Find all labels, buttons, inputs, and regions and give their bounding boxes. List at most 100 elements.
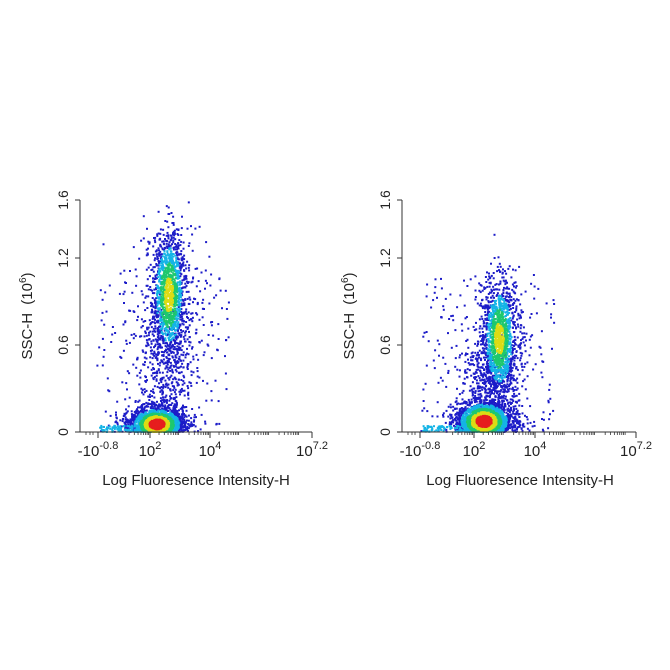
right-event-point: [461, 398, 464, 401]
left-event-point: [175, 310, 178, 313]
right-event-point: [449, 406, 452, 409]
left-event-point: [108, 284, 111, 287]
left-event-point: [193, 420, 195, 423]
left-event-point: [158, 268, 161, 271]
right-event-point: [475, 368, 478, 371]
left-event-point: [128, 372, 131, 375]
left-event-point: [142, 363, 145, 366]
left-event-point: [178, 409, 180, 412]
right-event-point: [523, 344, 526, 347]
left-event-point: [159, 346, 162, 349]
left-event-point: [141, 410, 143, 413]
left-event-point: [167, 299, 170, 302]
left-event-point: [171, 243, 173, 246]
left-event-point: [194, 298, 197, 301]
left-event-point: [161, 411, 164, 414]
left-event-point: [179, 424, 182, 427]
left-event-point: [139, 410, 142, 412]
left-event-point: [169, 343, 172, 346]
left-event-point: [143, 335, 146, 338]
left-event-point: [125, 339, 128, 342]
left-event-point: [126, 425, 129, 428]
left-event-point: [172, 272, 175, 275]
left-event-point: [185, 312, 188, 315]
right-event-point: [547, 399, 550, 402]
left-event-point: [153, 298, 156, 301]
left-event-point: [169, 244, 172, 247]
left-event-point: [160, 278, 163, 281]
left-event-point: [154, 310, 157, 313]
left-event-point: [160, 314, 163, 317]
right-event-point: [540, 330, 543, 333]
left-event-point: [174, 342, 176, 345]
left-event-point: [179, 314, 182, 317]
left-event-point: [162, 358, 165, 361]
right-event-point: [517, 325, 520, 328]
left-event-point: [170, 254, 173, 257]
right-event-point: [474, 342, 477, 345]
left-event-point: [177, 412, 180, 415]
left-event-point: [187, 394, 190, 397]
right-points-layer: [420, 233, 556, 433]
left-event-point: [177, 342, 180, 345]
right-event-point: [516, 323, 519, 326]
left-event-point: [185, 267, 188, 270]
right-event-point: [520, 309, 523, 312]
left-event-point: [154, 299, 157, 302]
left-event-point: [173, 358, 176, 361]
left-event-point: [172, 327, 175, 330]
left-event-point: [125, 282, 127, 284]
left-event-point: [116, 400, 119, 403]
left-event-point: [128, 396, 131, 399]
right-event-point: [524, 362, 527, 365]
right-event-point: [420, 430, 423, 433]
left-event-point: [187, 302, 190, 305]
right-event-point: [442, 414, 444, 417]
right-event-point: [434, 278, 437, 281]
right-event-point: [514, 286, 517, 289]
left-event-point: [154, 277, 157, 280]
right-event-point: [480, 304, 483, 307]
right-event-point: [496, 270, 499, 273]
right-event-point: [525, 416, 528, 418]
left-event-point: [171, 416, 174, 419]
left-y-ticks: 00.61.21.6: [55, 190, 80, 436]
left-event-point: [160, 317, 162, 320]
left-event-point: [140, 290, 143, 293]
right-event-point: [422, 335, 425, 338]
left-event-point: [190, 421, 193, 424]
left-event-point: [165, 316, 167, 319]
left-event-point: [133, 416, 136, 419]
right-event-point: [465, 340, 468, 342]
left-event-point: [165, 400, 168, 403]
left-event-point: [169, 291, 172, 294]
left-event-point: [169, 257, 172, 260]
left-event-point: [160, 335, 163, 338]
left-event-point: [177, 297, 180, 299]
left-event-point: [129, 423, 132, 426]
left-event-point: [188, 264, 191, 267]
left-event-point: [184, 334, 187, 337]
left-event-point: [199, 290, 202, 293]
left-event-point: [134, 418, 137, 421]
left-event-point: [144, 330, 147, 333]
right-event-point: [480, 374, 483, 377]
left-event-point: [181, 383, 184, 386]
left-event-point: [174, 388, 177, 391]
left-event-point: [193, 413, 196, 416]
right-event-point: [475, 328, 478, 331]
left-event-point: [150, 374, 153, 377]
left-event-point: [183, 376, 186, 379]
left-event-point: [225, 388, 228, 391]
left-event-point: [156, 423, 159, 426]
right-event-point: [513, 285, 515, 288]
left-event-point: [170, 327, 173, 330]
left-event-point: [171, 260, 173, 263]
left-event-point: [188, 381, 191, 384]
left-event-point: [115, 411, 117, 414]
left-event-point: [190, 384, 193, 387]
right-event-point: [436, 401, 439, 404]
left-y-tick-label: 0.6: [55, 335, 71, 355]
left-event-point: [152, 409, 155, 412]
left-event-point: [175, 370, 178, 373]
